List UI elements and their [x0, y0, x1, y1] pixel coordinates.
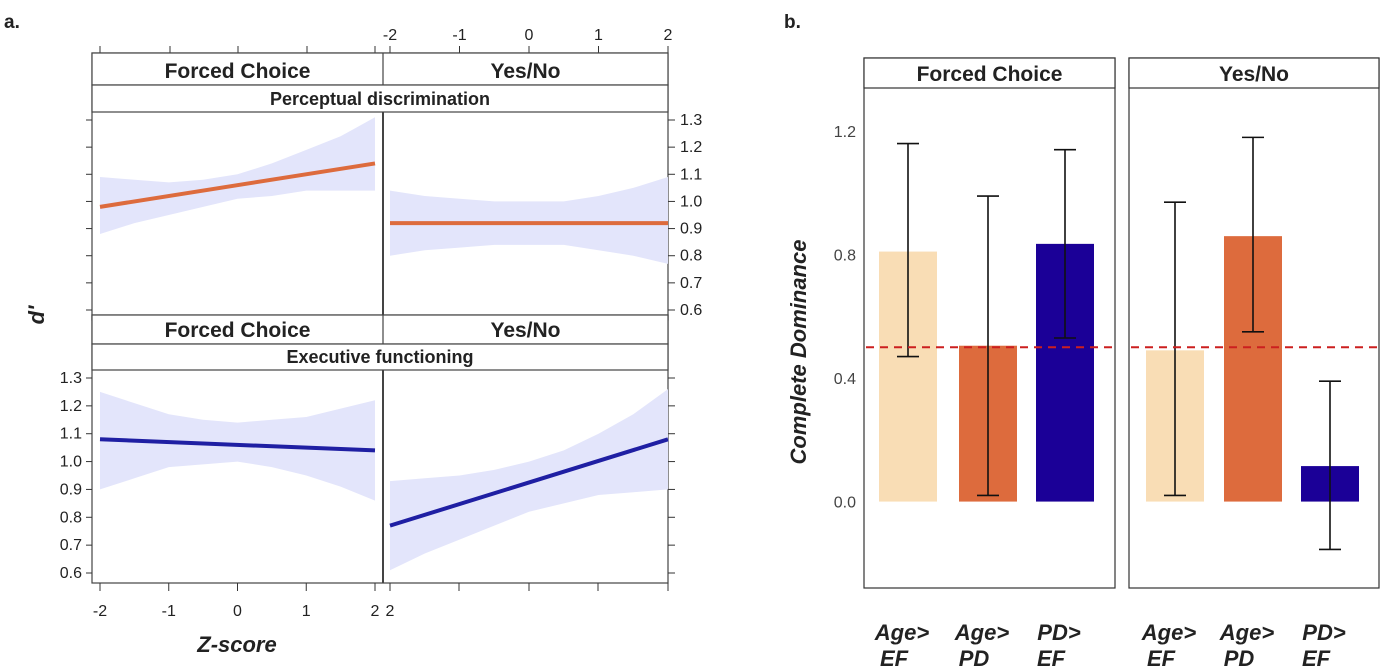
category-label: PD>	[1037, 620, 1081, 645]
left-y-tick-label: 0.6	[60, 565, 82, 582]
bottom-x-tick-label: -1	[162, 603, 176, 620]
strip-group-label: Perceptual discrimination	[270, 89, 490, 109]
category-label: PD	[959, 646, 990, 671]
panel-a-xlabel: Z-score	[196, 632, 276, 657]
strip-group-label: Executive functioning	[286, 347, 473, 367]
bar-y-tick-label: 0.4	[834, 371, 856, 388]
category-label: Age>	[874, 620, 930, 645]
strip-label: Yes/No	[490, 319, 560, 342]
bottom-x-tick-label: -2	[93, 603, 107, 620]
confidence-band	[100, 117, 375, 234]
strip-label: Forced Choice	[165, 319, 311, 342]
bottom-x-tick-label: 2	[371, 603, 380, 620]
confidence-band	[390, 389, 668, 570]
right-y-tick-label: 0.6	[680, 302, 702, 319]
bottom-x-tick-label: 0	[233, 603, 242, 620]
strip-label: Yes/No	[490, 60, 560, 83]
bar-y-tick-label: 0.8	[834, 248, 856, 265]
panel-b-label: b.	[784, 12, 801, 33]
panel-a-label: a.	[4, 12, 20, 33]
right-y-tick-label: 1.0	[680, 193, 702, 210]
bar-y-tick-label: 1.2	[834, 124, 856, 141]
left-y-tick-label: 1.3	[60, 370, 82, 387]
panel-a-ylabel: d'	[24, 305, 49, 324]
bar-y-tick-label: 0.0	[834, 495, 856, 512]
right-y-tick-label: 0.8	[680, 248, 702, 265]
top-x-tick-label: 0	[525, 27, 534, 44]
left-y-tick-label: 0.9	[60, 481, 82, 498]
right-y-tick-label: 0.9	[680, 221, 702, 238]
category-label: Age>	[1141, 620, 1197, 645]
left-y-tick-label: 0.7	[60, 537, 82, 554]
category-label: PD	[1224, 646, 1255, 671]
top-x-tick-label: -1	[452, 27, 466, 44]
category-label: EF	[1037, 646, 1066, 671]
right-y-tick-label: 1.3	[680, 112, 702, 129]
left-y-tick-label: 1.0	[60, 454, 82, 471]
category-label: Age>	[1219, 620, 1275, 645]
category-label: PD>	[1302, 620, 1346, 645]
strip-label: Forced Choice	[165, 60, 311, 83]
top-x-tick-label: -2	[383, 27, 397, 44]
panel-b-ylabel: Complete Dominance	[786, 240, 811, 465]
bar-facet-title: Yes/No	[1219, 63, 1289, 86]
right-y-tick-label: 0.7	[680, 275, 702, 292]
panel-b: b. Complete Dominance Forced ChoiceAge>E…	[784, 12, 1379, 671]
category-label: EF	[1147, 646, 1176, 671]
confidence-band	[390, 177, 668, 264]
category-label: EF	[1302, 646, 1331, 671]
category-label: Age>	[954, 620, 1010, 645]
panel-a: a. d' Z-score -2 -1 0 1 2 Forced Choice Yes/No…	[4, 12, 702, 657]
top-x-tick-label: 2	[664, 27, 673, 44]
left-y-tick-label: 1.2	[60, 398, 82, 415]
bottom-x-tick-label: 1	[302, 603, 311, 620]
bottom-x-tick-label: 2	[386, 603, 395, 620]
right-y-tick-label: 1.2	[680, 139, 702, 156]
top-x-tick-label: 1	[594, 27, 603, 44]
right-y-tick-label: 1.1	[680, 166, 702, 183]
left-y-tick-label: 1.1	[60, 426, 82, 443]
left-y-tick-label: 0.8	[60, 509, 82, 526]
category-label: EF	[880, 646, 909, 671]
bar-facet-title: Forced Choice	[917, 63, 1063, 86]
